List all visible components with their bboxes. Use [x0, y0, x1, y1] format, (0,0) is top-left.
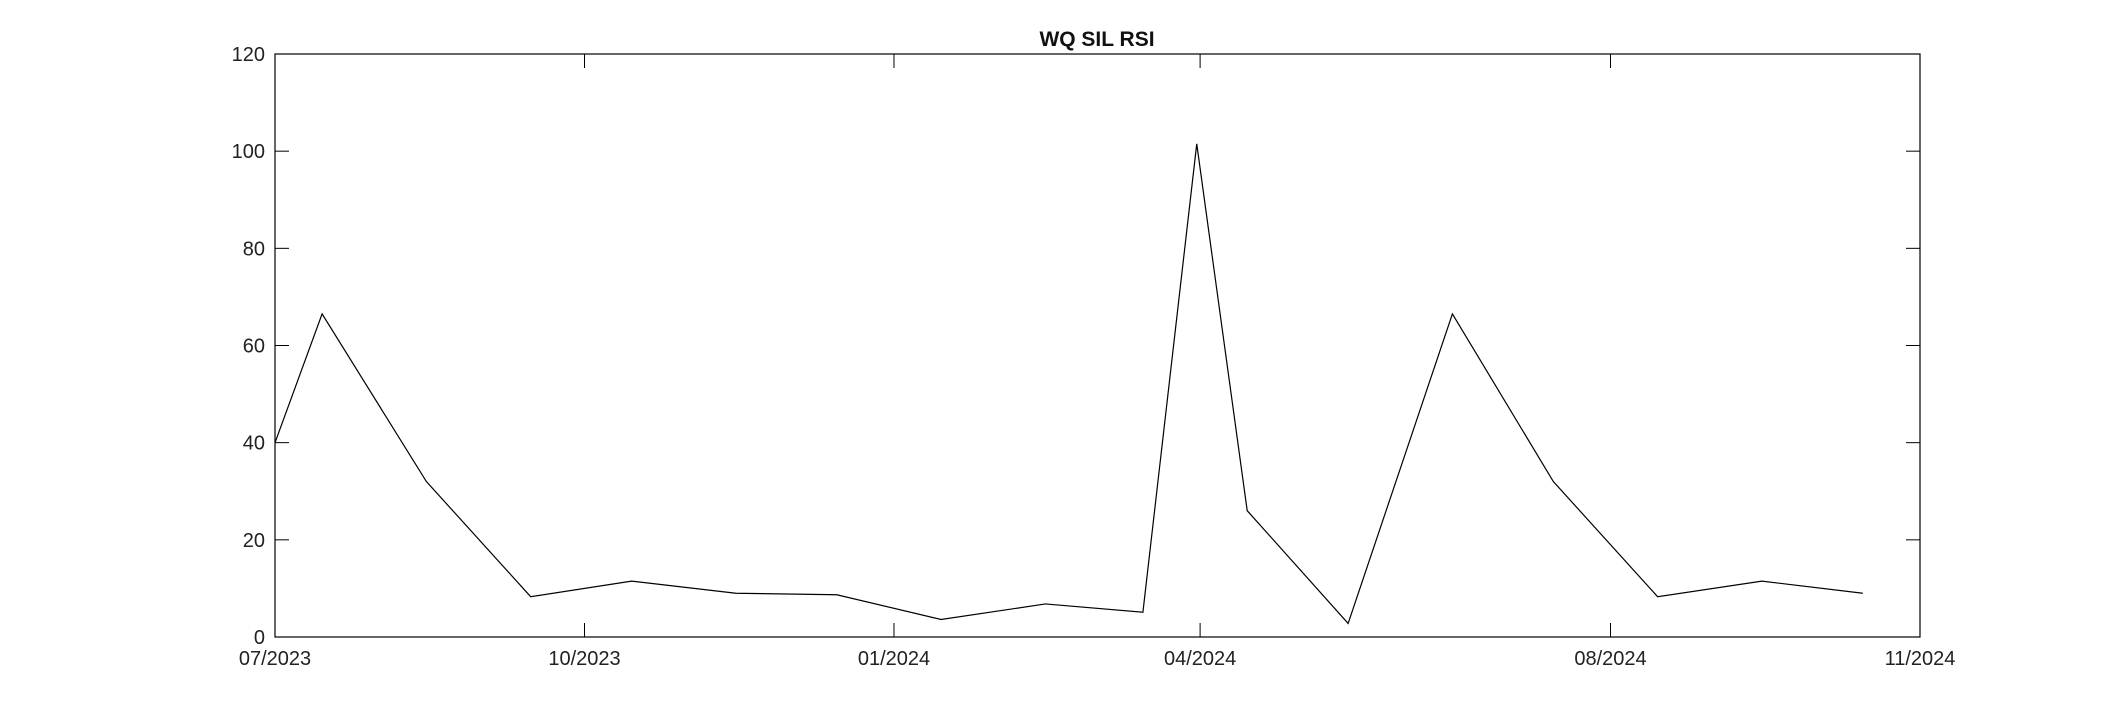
data-point [1552, 480, 1555, 483]
x-tick-label: 10/2023 [548, 648, 620, 670]
x-tick-label: 07/2023 [239, 648, 311, 670]
data-point [1760, 580, 1763, 583]
data-point [1861, 592, 1864, 595]
x-tick-label: 01/2024 [858, 648, 930, 670]
y-tick-label: 0 [254, 627, 265, 649]
data-point [321, 312, 324, 315]
data-point [1246, 509, 1249, 512]
data-point [425, 480, 428, 483]
data-point [1656, 595, 1659, 598]
x-tick-label: 08/2024 [1574, 648, 1646, 670]
data-point [630, 580, 633, 583]
data-point [274, 441, 277, 444]
data-point [835, 593, 838, 596]
plot-area-frame [274, 53, 1921, 638]
y-tick-label: 120 [232, 44, 265, 66]
y-tick-label: 20 [243, 530, 265, 552]
data-point [529, 595, 532, 598]
data-point [1044, 602, 1047, 605]
y-tick-label: 60 [243, 336, 265, 358]
axis-tick-labels: 0 20 40 60 80 100 120 07/2023 10/2023 01/2024 04/2… [232, 44, 1956, 670]
data-point [940, 618, 943, 621]
y-tick-label: 80 [243, 238, 265, 260]
x-tick-label: 04/2024 [1164, 648, 1236, 670]
axis-ticks [274, 53, 1921, 638]
data-point [1195, 142, 1198, 145]
x-tick-label: 11/2024 [1885, 648, 1956, 670]
data-point [734, 592, 737, 595]
data-point [1451, 312, 1454, 315]
data-point [1141, 611, 1144, 614]
series-line-0 [274, 143, 1863, 625]
y-tick-label: 40 [243, 433, 265, 455]
data-point [1347, 622, 1350, 625]
chart-title: WQ SIL RSI [1039, 28, 1154, 51]
series-layer [274, 142, 1864, 625]
y-tick-label: 100 [232, 141, 265, 163]
